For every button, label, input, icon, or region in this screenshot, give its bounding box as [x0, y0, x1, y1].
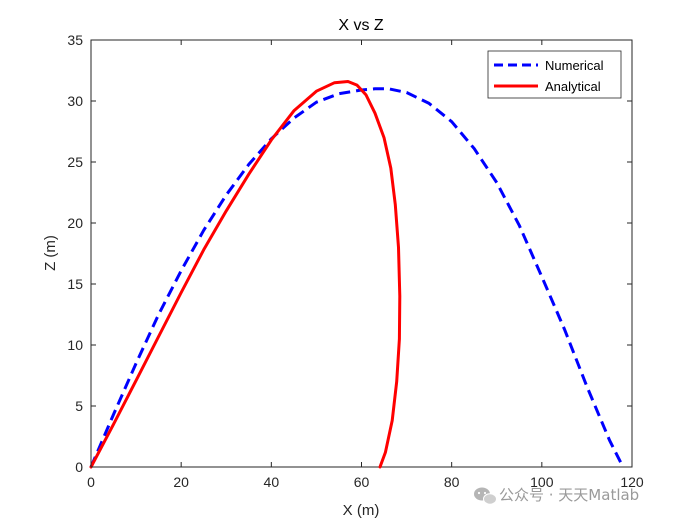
x-tick-label: 100 [530, 474, 554, 490]
legend-label-numerical: Numerical [545, 58, 604, 73]
series-line-numerical [89, 87, 625, 468]
y-tick-label: 0 [75, 459, 83, 475]
y-tick-label: 5 [75, 398, 83, 414]
watermark: 公众号 · 天天Matlab [474, 486, 639, 505]
y-tick-label: 15 [67, 276, 83, 292]
wechat-icon [474, 487, 497, 505]
watermark-text: 公众号 · 天天Matlab [499, 486, 639, 504]
y-tick-label: 20 [67, 215, 83, 231]
x-tick-label: 120 [620, 474, 644, 490]
ticks-layer: 0 20 40 60 80 100 120 0 5 10 15 20 25 30 35 [67, 32, 643, 490]
x-tick-label: 60 [354, 474, 370, 490]
x-tick-label: 0 [87, 474, 95, 490]
series-line-analytical [89, 80, 402, 469]
y-tick-label: 25 [67, 154, 83, 170]
x-axis-label: X (m) [343, 502, 380, 519]
legend-box [487, 50, 622, 99]
x-tick-label: 20 [173, 474, 189, 490]
y-tick-label: 10 [67, 337, 83, 353]
y-tick-label: 30 [67, 93, 83, 109]
legend: Numerical Analytical [487, 50, 622, 99]
x-tick-label: 40 [264, 474, 280, 490]
series-layer [89, 80, 625, 469]
x-tick-label: 80 [444, 474, 460, 490]
y-axis-label: Z (m) [42, 235, 59, 271]
legend-label-analytical: Analytical [545, 79, 601, 94]
plot-area [90, 39, 633, 468]
chart-title: X vs Z [338, 17, 384, 34]
y-tick-label: 35 [67, 32, 83, 48]
